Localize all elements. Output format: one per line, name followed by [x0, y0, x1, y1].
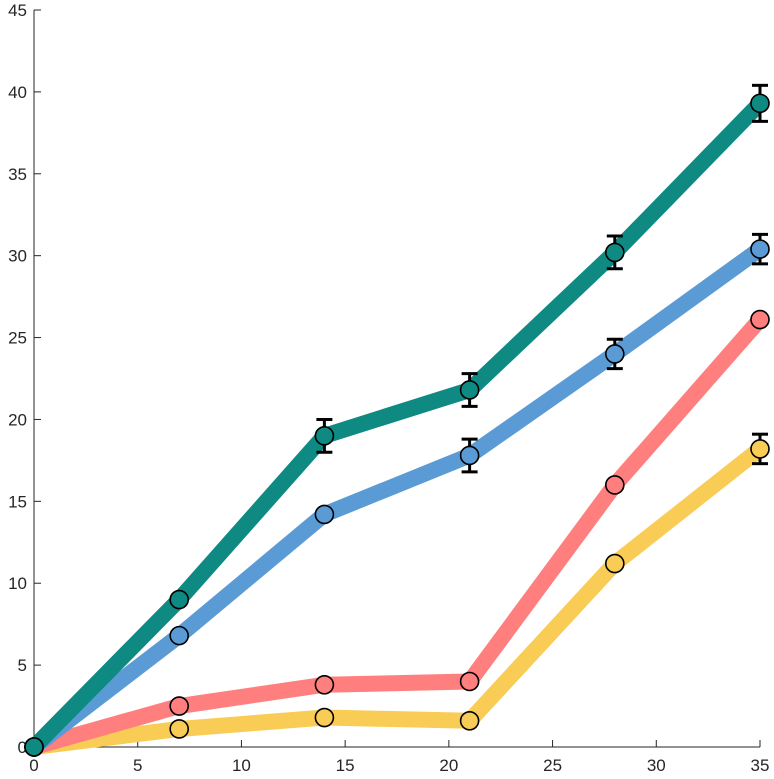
x-tick-label: 35	[751, 756, 770, 775]
series-line-2	[29, 242, 765, 754]
data-point	[314, 426, 335, 446]
series-line-4	[33, 442, 765, 755]
x-tick-label: 0	[29, 756, 38, 775]
y-tick-label: 30	[8, 247, 27, 266]
x-tick-label: 30	[647, 756, 666, 775]
y-tick-label: 35	[8, 165, 27, 184]
data-point	[314, 674, 335, 695]
data-point	[750, 439, 770, 459]
x-tick-label: 15	[336, 756, 355, 775]
data-point	[169, 625, 189, 646]
series-lines	[28, 97, 767, 755]
y-tick-label: 10	[8, 574, 27, 593]
data-point	[459, 710, 480, 731]
y-tick-label: 0	[18, 738, 27, 757]
y-tick-label: 25	[8, 329, 27, 348]
x-tick-label: 25	[543, 756, 562, 775]
data-point	[24, 737, 44, 757]
data-point	[169, 589, 189, 610]
data-points	[24, 93, 770, 757]
y-tick-label: 5	[18, 656, 27, 675]
data-point	[750, 309, 770, 330]
y-tick-label: 40	[8, 83, 27, 102]
data-point	[459, 380, 480, 400]
axes: 0 5 10 15 20 25 30 35 0 5 10 15 20 25 30 35 40 45	[8, 1, 769, 775]
data-point	[169, 719, 189, 739]
y-tick-label: 45	[8, 1, 27, 20]
data-point	[750, 239, 770, 259]
series-line-3	[31, 314, 767, 755]
y-tick-label: 15	[8, 492, 27, 511]
data-point	[314, 707, 335, 728]
data-point	[750, 93, 770, 114]
data-point	[459, 445, 480, 466]
data-point	[314, 504, 335, 525]
x-tick-label: 20	[439, 756, 458, 775]
data-point	[604, 475, 625, 495]
data-point	[604, 344, 625, 364]
data-point	[604, 553, 625, 574]
data-point	[604, 242, 625, 263]
series-line-1	[28, 97, 766, 753]
data-point	[459, 671, 480, 692]
x-tick-label: 5	[133, 756, 142, 775]
y-tick-label: 20	[8, 410, 27, 429]
x-tick-label: 10	[232, 756, 251, 775]
data-point	[169, 696, 189, 716]
